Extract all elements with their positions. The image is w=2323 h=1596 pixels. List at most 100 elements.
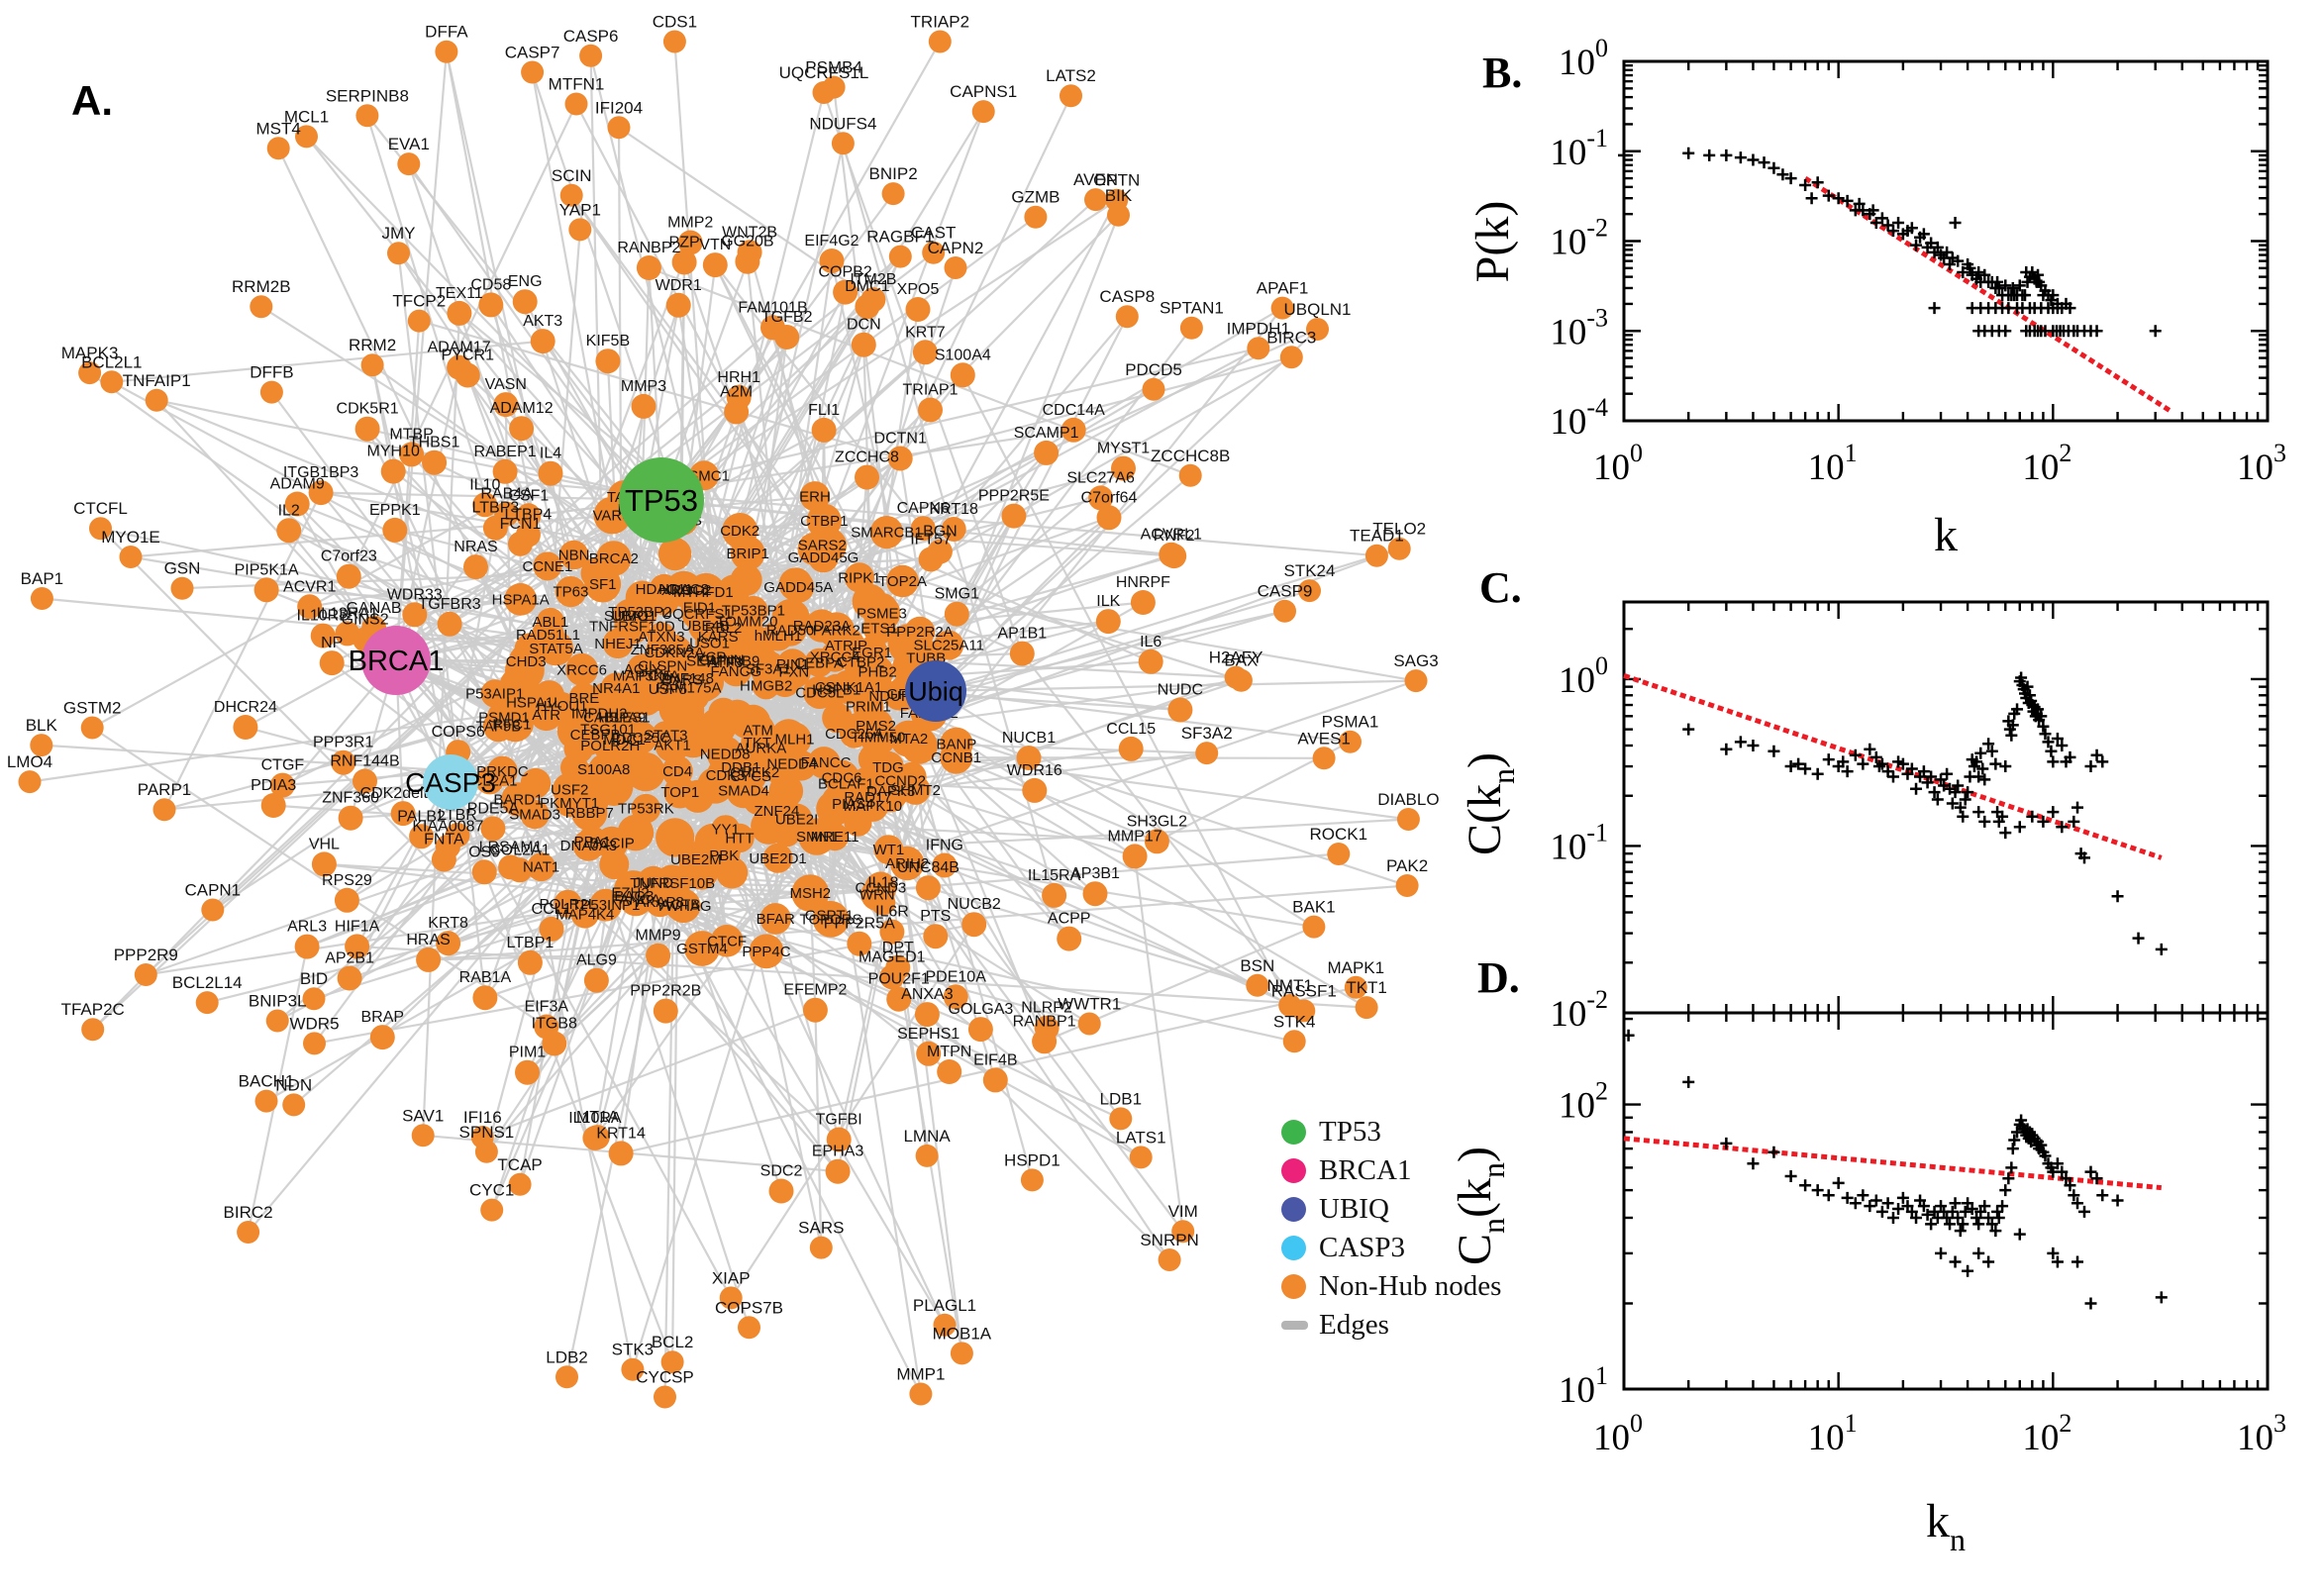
gene-node-label: MSH2 [789, 885, 831, 902]
network-edge [660, 498, 955, 531]
network-edge [649, 266, 1191, 477]
network-edge [935, 679, 1417, 693]
network-node [933, 1313, 957, 1337]
network-edge [395, 255, 901, 661]
network-node [282, 1093, 306, 1117]
network-node [937, 1059, 962, 1084]
gene-node-label: PRKDC [476, 763, 529, 780]
scatter-point [1962, 786, 1974, 799]
network-node [548, 692, 576, 721]
gene-node-label: RBBP7 [565, 805, 614, 822]
network-node [555, 788, 584, 818]
network-node [600, 672, 632, 704]
scatter-point [1941, 767, 1954, 780]
scatter-point [1962, 1264, 1974, 1277]
scatter-point [1720, 743, 1733, 755]
network-node [782, 570, 815, 603]
network-node [671, 249, 697, 275]
network-node [1312, 747, 1336, 770]
network-node [1118, 736, 1144, 761]
network-node [331, 749, 356, 775]
axis-label: P(k) [1466, 201, 1519, 283]
network-node [1344, 975, 1367, 999]
gene-node-label: PRIM1 [846, 699, 891, 716]
network-node [493, 392, 519, 418]
gene-node-label: HDAC8 [658, 581, 709, 598]
network-node [1282, 1030, 1306, 1053]
network-node [558, 540, 589, 570]
tick-label: 102 [2022, 1409, 2071, 1458]
scatter-point [1832, 1176, 1845, 1189]
network-node [811, 748, 841, 777]
network-node [684, 931, 720, 966]
network-node [435, 40, 458, 63]
network-node [416, 947, 442, 972]
network-node [888, 245, 912, 268]
network-node [918, 397, 943, 423]
network-node [250, 295, 273, 319]
network-node [922, 241, 946, 264]
network-node [555, 576, 587, 608]
network-node [828, 766, 863, 802]
gene-node-label: RAD23A [793, 618, 851, 635]
network-node [382, 517, 408, 543]
tick-label: 10-1 [1550, 124, 1608, 173]
network-node [254, 1089, 278, 1113]
gene-node-label: CDK3 [706, 767, 746, 784]
network-edge [484, 679, 1417, 999]
network-node [923, 924, 949, 949]
gene-node-label: ATRIP [825, 638, 867, 654]
network-node [1082, 881, 1108, 907]
network-node [890, 846, 925, 881]
gene-node-label: ATM [743, 722, 773, 739]
gene-node-label: PCNA [639, 667, 680, 684]
network-node-labels: PCNA CDK2 CCND2 CCND3 CCNE1 CCNB1 CDK3 CDC6 CDC5… [7, 13, 1440, 1387]
network-node [517, 686, 551, 720]
axis-ticks [1622, 59, 2270, 423]
network-node [265, 1009, 289, 1033]
network-node [595, 349, 621, 374]
network-edge [346, 798, 519, 902]
scatter-point [2084, 760, 2097, 773]
network-node [904, 616, 936, 648]
network-node [833, 279, 858, 305]
network-node [436, 931, 461, 956]
scatter-point [2111, 890, 2124, 903]
gene-node-label: XRCC4 [810, 648, 860, 665]
scatter-point [1864, 1200, 1876, 1213]
network-node [932, 852, 958, 878]
gene-node-label: CHEK2 [730, 764, 779, 781]
gene-node-label: CDC25A [825, 726, 883, 743]
network-node [1095, 609, 1121, 635]
network-node [653, 998, 678, 1024]
network-node [719, 1286, 743, 1310]
network-node [982, 1067, 1008, 1093]
network-node [1009, 641, 1035, 666]
panel-d-label: D. [1477, 953, 1520, 1002]
network-edge [809, 893, 817, 1011]
gene-node-label: CDC5L [795, 684, 844, 701]
network-edge [934, 515, 1015, 692]
gene-node-label: TP53BP2 [608, 604, 671, 621]
network-node [1042, 882, 1067, 908]
network-node [1142, 377, 1165, 401]
network-node [636, 255, 661, 280]
scatter-point [2077, 1205, 2090, 1218]
panel-c-label: C. [1479, 563, 1522, 612]
network-node [1060, 84, 1082, 108]
tick-label: 103 [2237, 1409, 2286, 1458]
network-node [918, 547, 944, 572]
network-node [777, 722, 812, 756]
network-node [463, 554, 488, 580]
gene-node-label: FAM175A [656, 680, 722, 697]
gene-node-label: MRE11 [811, 829, 859, 846]
network-node [768, 1178, 794, 1204]
scatter-point [2149, 325, 2162, 338]
network-node [30, 734, 53, 757]
gene-node-label: NHEJ1 [594, 636, 642, 652]
network-node [775, 747, 809, 781]
network-node [916, 1041, 942, 1066]
network-node [649, 573, 679, 605]
network-node [821, 673, 853, 706]
network-node [730, 536, 765, 571]
